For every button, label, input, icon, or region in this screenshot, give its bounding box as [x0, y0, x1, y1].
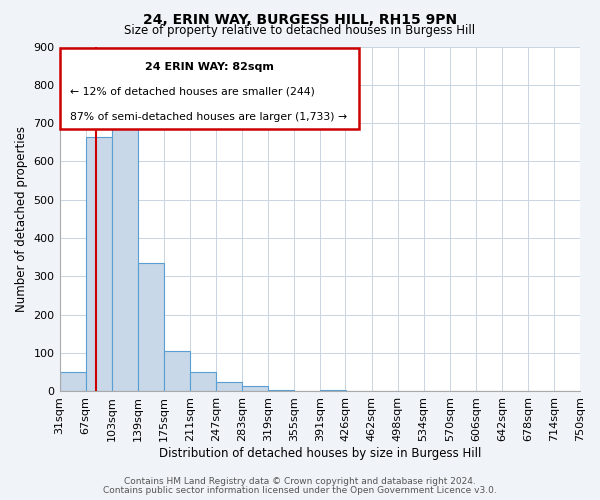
- Text: Contains HM Land Registry data © Crown copyright and database right 2024.: Contains HM Land Registry data © Crown c…: [124, 478, 476, 486]
- Bar: [59, 372, 86, 392]
- Bar: [164, 351, 190, 392]
- X-axis label: Distribution of detached houses by size in Burgess Hill: Distribution of detached houses by size …: [158, 447, 481, 460]
- Text: 24, ERIN WAY, BURGESS HILL, RH15 9PN: 24, ERIN WAY, BURGESS HILL, RH15 9PN: [143, 12, 457, 26]
- Text: 87% of semi-detached houses are larger (1,733) →: 87% of semi-detached houses are larger (…: [70, 112, 347, 122]
- Bar: [320, 390, 346, 392]
- Bar: [190, 372, 216, 392]
- Text: Contains public sector information licensed under the Open Government Licence v3: Contains public sector information licen…: [103, 486, 497, 495]
- Bar: [112, 104, 138, 392]
- Y-axis label: Number of detached properties: Number of detached properties: [15, 126, 28, 312]
- Bar: [268, 390, 294, 392]
- Bar: [216, 382, 242, 392]
- Text: ← 12% of detached houses are smaller (244): ← 12% of detached houses are smaller (24…: [70, 87, 315, 97]
- Text: Size of property relative to detached houses in Burgess Hill: Size of property relative to detached ho…: [124, 24, 476, 37]
- Bar: [242, 386, 268, 392]
- Text: 24 ERIN WAY: 82sqm: 24 ERIN WAY: 82sqm: [145, 62, 274, 72]
- Bar: [86, 136, 112, 392]
- FancyBboxPatch shape: [59, 48, 359, 130]
- Bar: [138, 263, 164, 392]
